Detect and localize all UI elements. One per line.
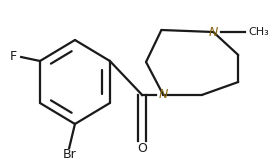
Text: N: N xyxy=(209,26,218,38)
Text: O: O xyxy=(137,142,147,154)
Text: N: N xyxy=(159,88,168,101)
Text: F: F xyxy=(10,50,17,64)
Text: CH₃: CH₃ xyxy=(249,27,270,37)
Text: Br: Br xyxy=(62,148,76,162)
